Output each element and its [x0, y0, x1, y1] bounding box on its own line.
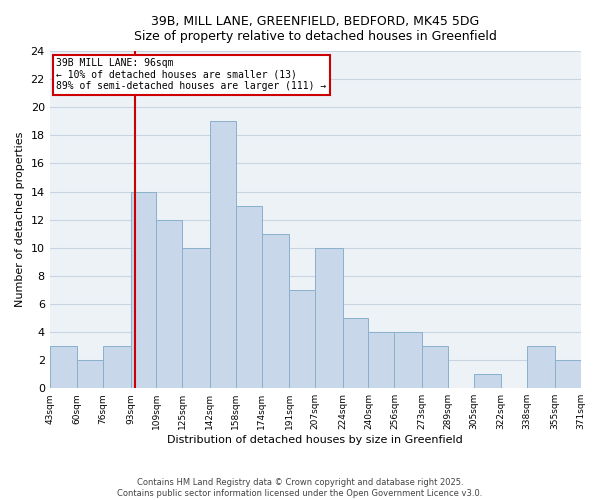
Bar — [182, 248, 210, 388]
Title: 39B, MILL LANE, GREENFIELD, BEDFORD, MK45 5DG
Size of property relative to detac: 39B, MILL LANE, GREENFIELD, BEDFORD, MK4… — [134, 15, 497, 43]
Bar — [157, 220, 182, 388]
Bar — [527, 346, 554, 388]
Bar — [315, 248, 343, 388]
Bar — [394, 332, 422, 388]
Bar — [50, 346, 77, 388]
X-axis label: Distribution of detached houses by size in Greenfield: Distribution of detached houses by size … — [167, 435, 463, 445]
Bar — [422, 346, 448, 388]
Bar — [236, 206, 262, 388]
Bar — [262, 234, 289, 388]
Bar — [289, 290, 315, 388]
Bar — [343, 318, 368, 388]
Text: Contains HM Land Registry data © Crown copyright and database right 2025.
Contai: Contains HM Land Registry data © Crown c… — [118, 478, 482, 498]
Bar — [103, 346, 131, 388]
Bar — [131, 192, 157, 388]
Bar — [368, 332, 394, 388]
Y-axis label: Number of detached properties: Number of detached properties — [15, 132, 25, 308]
Bar — [554, 360, 581, 388]
Text: 39B MILL LANE: 96sqm
← 10% of detached houses are smaller (13)
89% of semi-detac: 39B MILL LANE: 96sqm ← 10% of detached h… — [56, 58, 326, 92]
Bar — [210, 122, 236, 388]
Bar — [77, 360, 103, 388]
Bar — [473, 374, 501, 388]
